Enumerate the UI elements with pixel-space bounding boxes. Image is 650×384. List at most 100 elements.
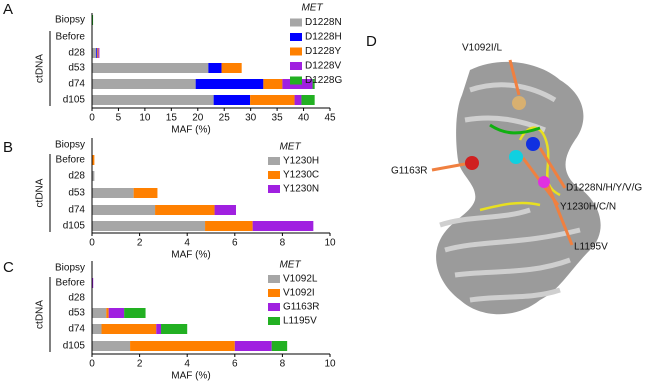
bar-segment [92, 63, 209, 73]
category-label: d74 [68, 205, 85, 216]
group-label: ctDNA [35, 300, 46, 329]
category-label: d53 [68, 188, 85, 199]
bar-segment [130, 341, 235, 351]
legend-label: D1228H [305, 32, 342, 43]
label-line [431, 162, 466, 172]
residue-label: Y1230H/C/N [560, 202, 616, 213]
bar-segment [312, 79, 315, 89]
category-label: Biopsy [55, 263, 85, 274]
bar-segment [108, 308, 125, 318]
x-tick-label: 30 [245, 113, 257, 124]
bar-segment [92, 205, 156, 215]
legend-label: Y1230N [283, 184, 319, 195]
legend-label: G1163R [283, 302, 320, 313]
bar-segment [92, 95, 214, 105]
x-tick-label: 10 [324, 359, 336, 370]
residue-sphere [538, 176, 550, 188]
x-tick-label: 0 [89, 359, 95, 370]
bar-segment [92, 79, 196, 89]
bar-segment [214, 205, 236, 215]
x-tick-label: 4 [184, 359, 190, 370]
category-label: Biopsy [55, 140, 85, 151]
group-label: ctDNA [35, 178, 46, 207]
bar-segment [106, 308, 109, 318]
legend-label: D1228Y [305, 46, 341, 57]
bar-segment [294, 95, 302, 105]
panel-letter: D [366, 33, 377, 50]
bar-segment [92, 341, 131, 351]
bar-segment [208, 63, 222, 73]
x-tick-label: 10 [324, 238, 336, 249]
category-label: Before [56, 278, 86, 289]
bar-segment [98, 48, 100, 58]
residue-label: D1228N/H/Y/V/G [566, 183, 642, 194]
bar-segment [205, 221, 253, 231]
legend-title: MET [279, 142, 301, 153]
protein-body [436, 61, 601, 315]
residue-label: G1163R [391, 166, 428, 177]
bar-segment [156, 324, 162, 334]
bar-segment [271, 341, 288, 351]
x-tick-label: 0 [89, 238, 95, 249]
x-tick-label: 10 [139, 113, 151, 124]
x-axis-label: MAF (%) [171, 250, 210, 261]
legend-swatch [268, 275, 280, 283]
x-tick-label: 35 [272, 113, 284, 124]
panel-letter: B [3, 139, 13, 156]
residue-label: L1195V [574, 242, 608, 253]
bar-segment [101, 324, 157, 334]
legend-swatch [290, 47, 302, 56]
legend-title: MET [279, 260, 301, 271]
category-label: d74 [68, 324, 85, 335]
residue-sphere [465, 156, 479, 170]
bar-segment [97, 48, 99, 58]
x-tick-label: 2 [137, 359, 143, 370]
x-tick-label: 4 [184, 238, 190, 249]
category-label: d28 [68, 48, 85, 59]
bar-segment [263, 79, 283, 89]
legend-swatch [268, 317, 280, 325]
x-axis-label: MAF (%) [171, 125, 210, 136]
category-label: d28 [68, 171, 85, 182]
x-tick-label: 0 [89, 113, 95, 124]
x-tick-label: 6 [232, 359, 238, 370]
bar-segment [252, 221, 314, 231]
x-tick-label: 15 [166, 113, 178, 124]
legend-label: V1092L [283, 274, 318, 285]
bar-segment [301, 95, 315, 105]
category-label: Before [56, 155, 86, 166]
panel-letter: C [3, 259, 14, 276]
bar-segment [92, 48, 97, 58]
bar-segment [92, 171, 95, 181]
category-label: d28 [68, 293, 85, 304]
residue-sphere [526, 137, 540, 151]
bar-segment [92, 278, 94, 288]
bar-segment [92, 155, 95, 165]
legend-label: D1228G [305, 75, 342, 86]
category-label: Before [56, 32, 86, 43]
group-label: ctDNA [35, 54, 46, 83]
residue-sphere [509, 150, 523, 164]
bar-segment [92, 15, 94, 25]
legend-swatch [268, 171, 280, 179]
legend-swatch [268, 157, 280, 165]
x-tick-label: 20 [192, 113, 204, 124]
legend-swatch [290, 33, 302, 41]
label-line [546, 184, 574, 246]
legend-label: Y1230C [283, 170, 319, 181]
residue-sphere [512, 96, 526, 110]
bar-segment [92, 221, 206, 231]
legend-swatch [268, 289, 280, 297]
bar-segment [155, 205, 215, 215]
bar-segment [96, 48, 98, 58]
bar-segment [221, 63, 242, 73]
bar-segment [124, 308, 146, 318]
legend-title: MET [301, 3, 323, 14]
legend-swatch [290, 62, 302, 70]
panel-letter: A [3, 1, 13, 18]
x-axis-label: MAF (%) [171, 371, 210, 382]
legend-swatch [290, 18, 302, 27]
category-label: d74 [68, 79, 85, 90]
bar-segment [250, 95, 295, 105]
